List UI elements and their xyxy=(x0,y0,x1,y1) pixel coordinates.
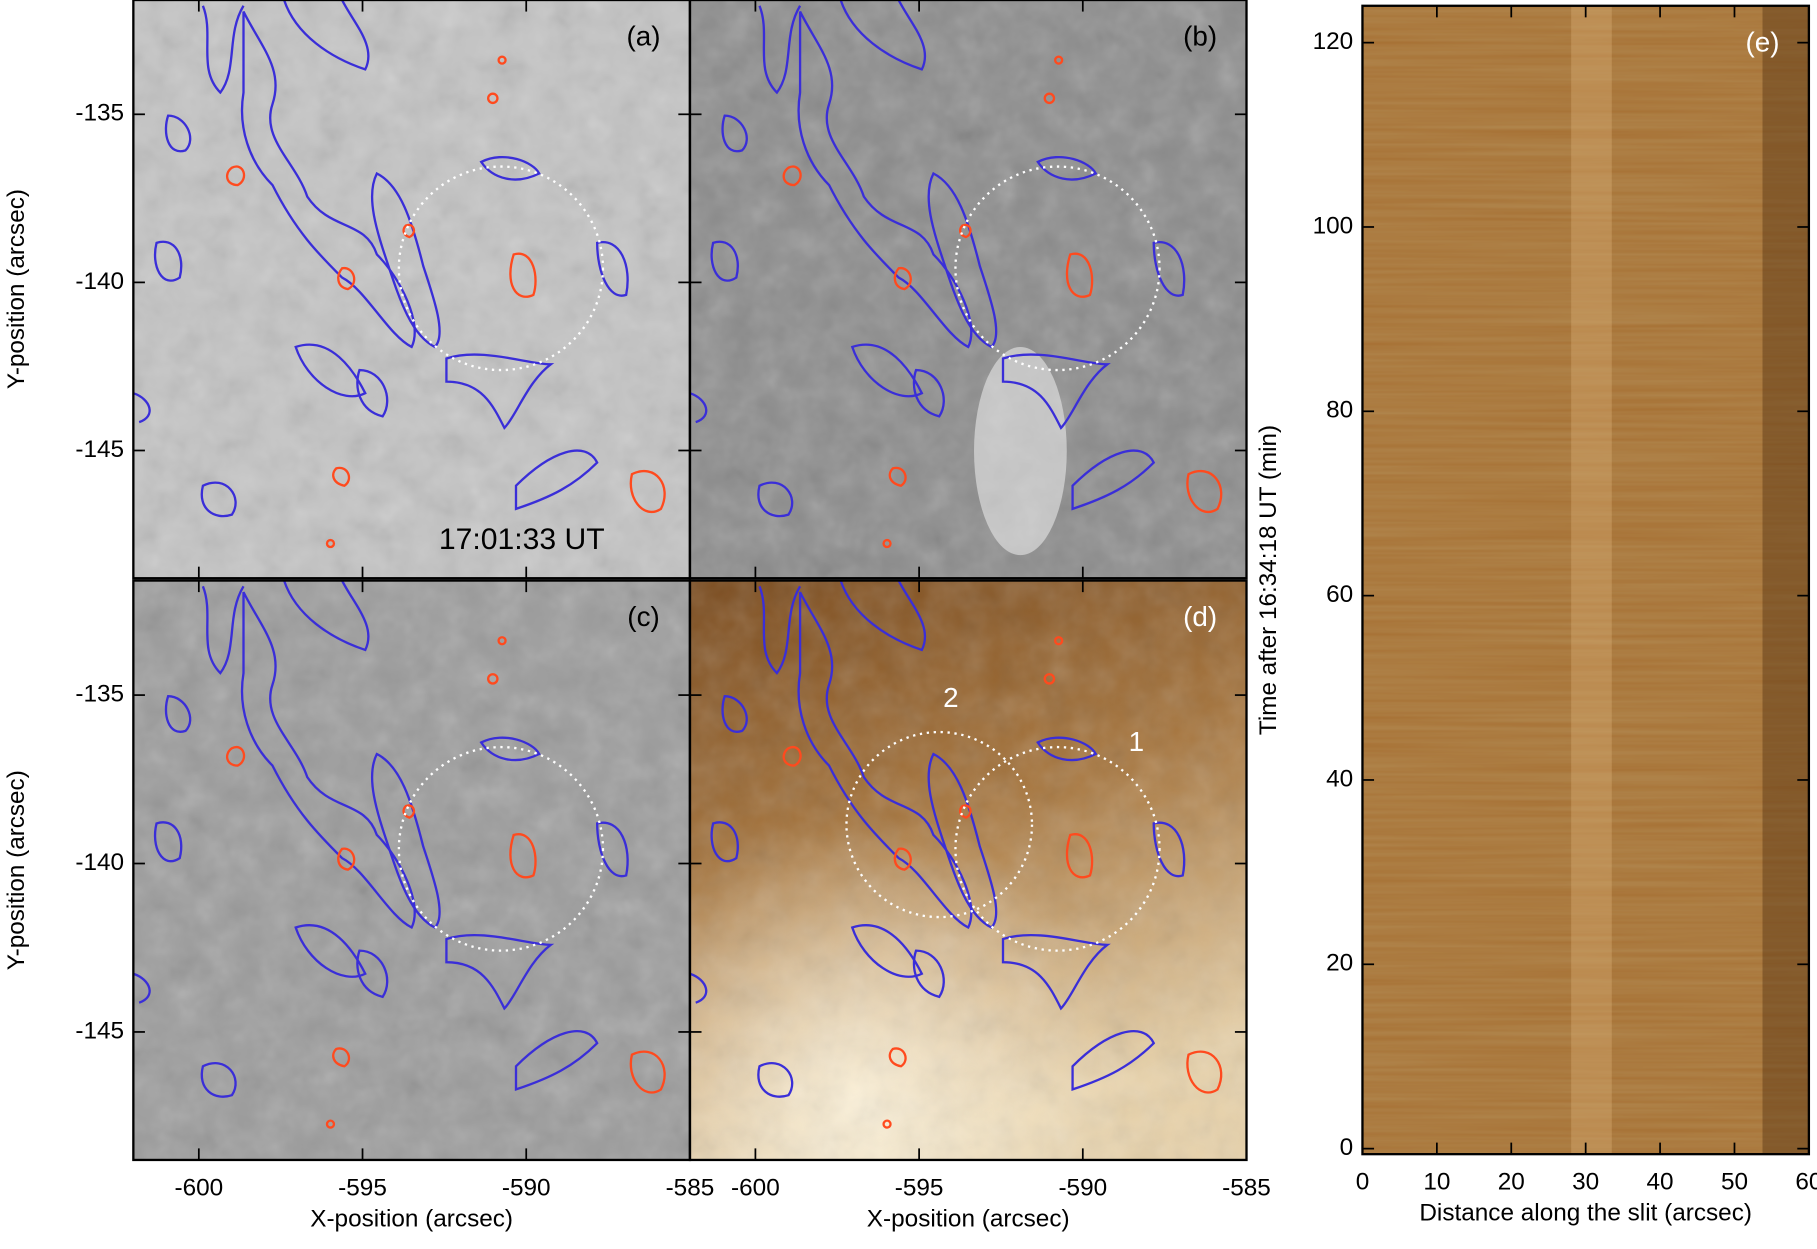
y-tick-label: 20 xyxy=(1326,950,1353,977)
bright-strip xyxy=(1571,5,1612,1155)
x-tick-label: 0 xyxy=(1356,1169,1370,1196)
circle xyxy=(397,165,605,372)
y-tick-label: -135 xyxy=(75,681,124,708)
y-axis-label: Time after 16:34:18 UT (min) xyxy=(1255,425,1282,735)
texture xyxy=(133,0,690,579)
x-tick-label: -590 xyxy=(1058,1174,1107,1201)
y-axis-label: Y-position (arcsec) xyxy=(3,189,30,389)
x-tick-label: -600 xyxy=(174,1174,223,1201)
circle-2 xyxy=(845,730,1034,919)
y-tick-label: 100 xyxy=(1313,212,1354,239)
x-tick-label: 10 xyxy=(1423,1169,1450,1196)
x-tick-label: 60 xyxy=(1795,1169,1817,1196)
x-tick-label: -585 xyxy=(666,1174,715,1201)
circle xyxy=(954,165,1161,372)
x-tick-label: 40 xyxy=(1647,1169,1674,1196)
texture xyxy=(689,580,1247,1160)
circle xyxy=(397,745,605,952)
x-tick-label: -585 xyxy=(1222,1174,1271,1201)
x-axis-label: Distance along the slit (arcsec) xyxy=(1419,1200,1752,1227)
frame xyxy=(688,0,1248,580)
brightening xyxy=(974,346,1067,556)
y-tick-label: -135 xyxy=(75,100,124,127)
annotation: 17:01:33 UT xyxy=(439,523,605,556)
annotation: 2 xyxy=(943,682,958,713)
x-tick-label: -595 xyxy=(338,1174,387,1201)
panel-label: (a) xyxy=(627,21,661,52)
x-tick-label: 30 xyxy=(1572,1169,1599,1196)
y-tick-label: 0 xyxy=(1340,1134,1354,1161)
panel-label: (b) xyxy=(1183,21,1217,52)
x-tick-label: -600 xyxy=(731,1174,780,1201)
texture xyxy=(689,0,1247,579)
frame xyxy=(688,579,1248,1162)
annotation: 1 xyxy=(1129,726,1144,757)
panel-label: (c) xyxy=(627,601,659,632)
y-tick-label: -145 xyxy=(75,1017,124,1044)
y-tick-label: 60 xyxy=(1326,581,1353,608)
x-tick-label: -595 xyxy=(895,1174,944,1201)
y-tick-label: -140 xyxy=(75,268,124,295)
y-tick-label: 120 xyxy=(1313,28,1354,55)
x-axis-label: X-position (arcsec) xyxy=(867,1206,1070,1233)
x-tick-label: 50 xyxy=(1721,1169,1748,1196)
panel-label: (d) xyxy=(1183,601,1217,632)
x-tick-label: 20 xyxy=(1498,1169,1525,1196)
texture xyxy=(1362,5,1809,1155)
circle-1 xyxy=(954,745,1161,952)
y-axis-label: Y-position (arcsec) xyxy=(3,770,30,970)
y-tick-label: -145 xyxy=(75,436,124,463)
panel-label: (e) xyxy=(1745,26,1779,57)
y-tick-label: 80 xyxy=(1326,397,1353,424)
x-axis-label: X-position (arcsec) xyxy=(310,1206,513,1233)
texture xyxy=(133,580,690,1160)
y-tick-label: -140 xyxy=(75,849,124,876)
y-tick-label: 40 xyxy=(1326,765,1353,792)
dark-strip xyxy=(1762,5,1809,1155)
x-tick-label: -590 xyxy=(502,1174,551,1201)
